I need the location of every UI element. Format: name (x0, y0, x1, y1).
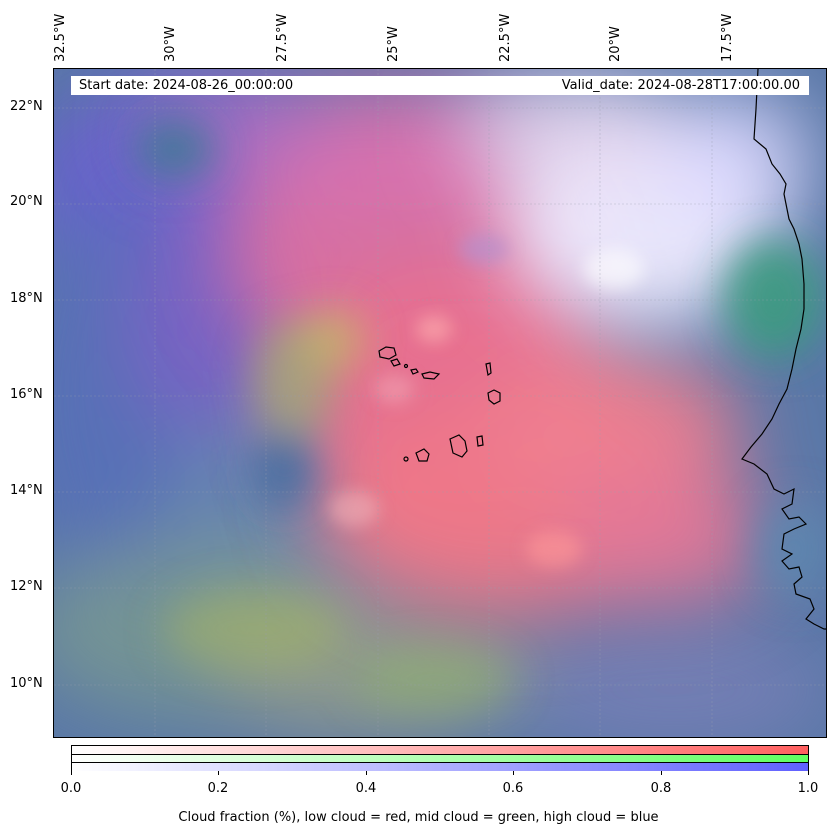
colorbar-tick-label: 0.4 (355, 781, 377, 796)
colorbar-tick-label: 0.2 (207, 781, 229, 796)
cloud-fraction-map (54, 69, 826, 737)
colorbar-tick-label: 0.6 (502, 781, 524, 796)
date-info-box: Start date: 2024-08-26_00:00:00 Valid_da… (71, 76, 809, 95)
cape-verde-islands (378, 346, 501, 462)
valid-date-label: Valid_date: 2024-08-28T17:00:00.00 (561, 78, 800, 93)
lon-label: 30°W (163, 26, 178, 62)
lat-label: 20°N (10, 194, 43, 209)
colorbar-mid-cloud (72, 755, 808, 763)
cloud-texture (329, 234, 644, 567)
colorbar-low-cloud (72, 746, 808, 754)
lon-label: 20°W (608, 26, 623, 62)
lon-label: 25°W (386, 26, 401, 62)
lon-label: 22.5°W (498, 13, 513, 62)
colorbar-tick-label: 0.0 (60, 781, 82, 796)
lat-label: 14°N (10, 483, 43, 498)
high-cloud-field (454, 69, 814, 329)
map-panel (53, 68, 827, 738)
start-date-label: Start date: 2024-08-26_00:00:00 (79, 78, 294, 93)
lon-label: 27.5°W (275, 13, 290, 62)
colorbar-tick-label: 0.8 (650, 781, 672, 796)
coastline-africa (741, 69, 826, 630)
lat-label: 18°N (10, 291, 43, 306)
colorbar (71, 745, 809, 771)
colorbar-tick-label: 1.0 (797, 781, 819, 796)
lon-label: 17.5°W (720, 13, 735, 62)
lat-label: 10°N (10, 676, 43, 691)
mid-cloud-field (134, 119, 826, 709)
lat-label: 16°N (10, 387, 43, 402)
lat-label: 12°N (10, 579, 43, 594)
lon-label: 32.5°W (53, 13, 68, 62)
graticule (54, 69, 826, 737)
colorbar-high-cloud (72, 763, 808, 771)
lat-label: 22°N (10, 99, 43, 114)
colorbar-label: Cloud fraction (%), low cloud = red, mid… (178, 810, 659, 825)
